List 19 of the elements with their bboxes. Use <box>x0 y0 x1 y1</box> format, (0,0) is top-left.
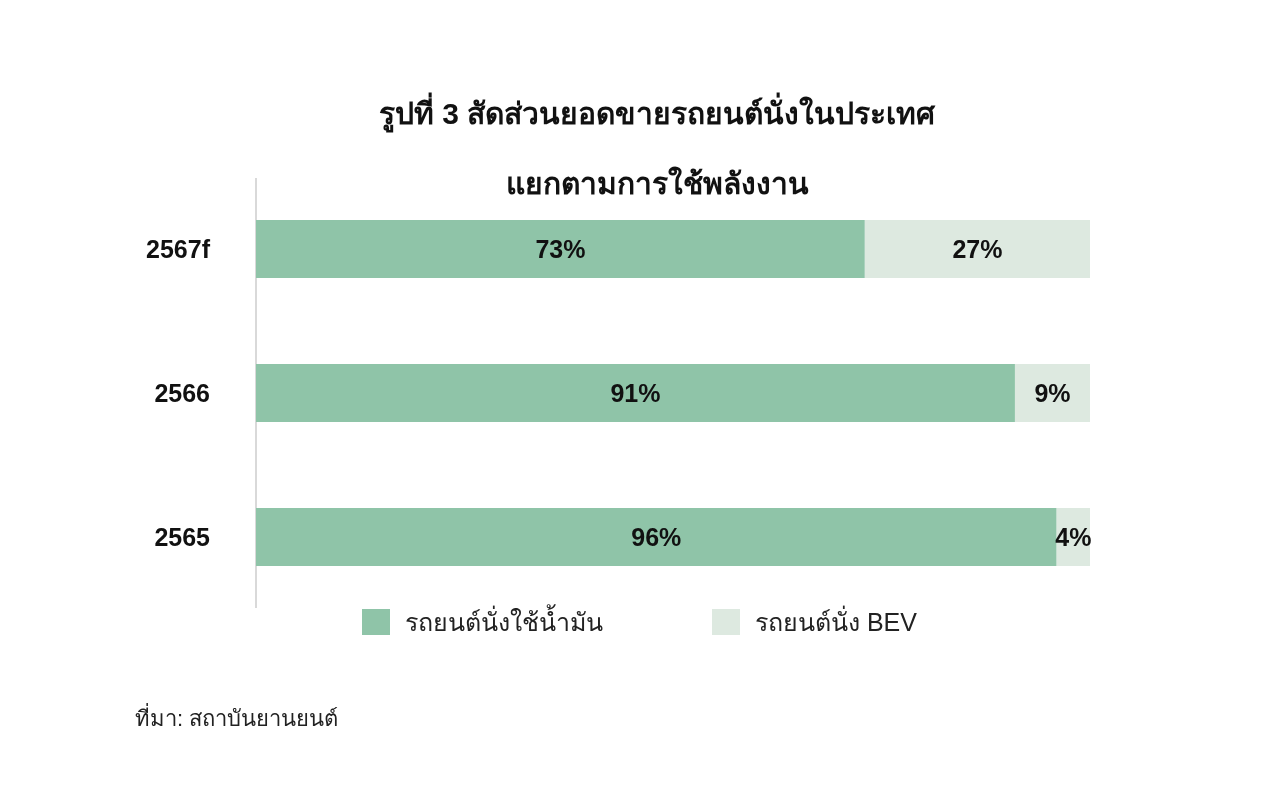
chart-title: รูปที่ 3 สัดส่วนยอดขายรถยนต์นั่งในประเทศ <box>378 92 937 133</box>
data-label: 96% <box>631 523 682 551</box>
bar <box>1014 364 1090 422</box>
text: ที่มา: สถาบันยานยนต์ <box>135 703 339 731</box>
data-label: 91% <box>610 379 661 407</box>
bar <box>256 220 865 278</box>
y-tick-label: 2565 <box>154 523 211 551</box>
y-tick-label: 2567f <box>146 235 211 263</box>
bar <box>256 508 1057 566</box>
chart-subtitle: แยกตามการใช้พลังงาน <box>505 166 809 200</box>
legend-label: รถยนต์นั่ง BEV <box>755 605 918 636</box>
data-label: 73% <box>535 235 586 263</box>
y-tick-label: 2566 <box>154 379 210 407</box>
bar <box>256 364 1015 422</box>
bar <box>864 220 1090 278</box>
data-label: 4% <box>1055 523 1092 551</box>
data-label: 9% <box>1034 379 1071 407</box>
data-label: 27% <box>952 235 1003 263</box>
legend-label: รถยนต์นั่งใช้น้ำมัน <box>405 604 603 636</box>
